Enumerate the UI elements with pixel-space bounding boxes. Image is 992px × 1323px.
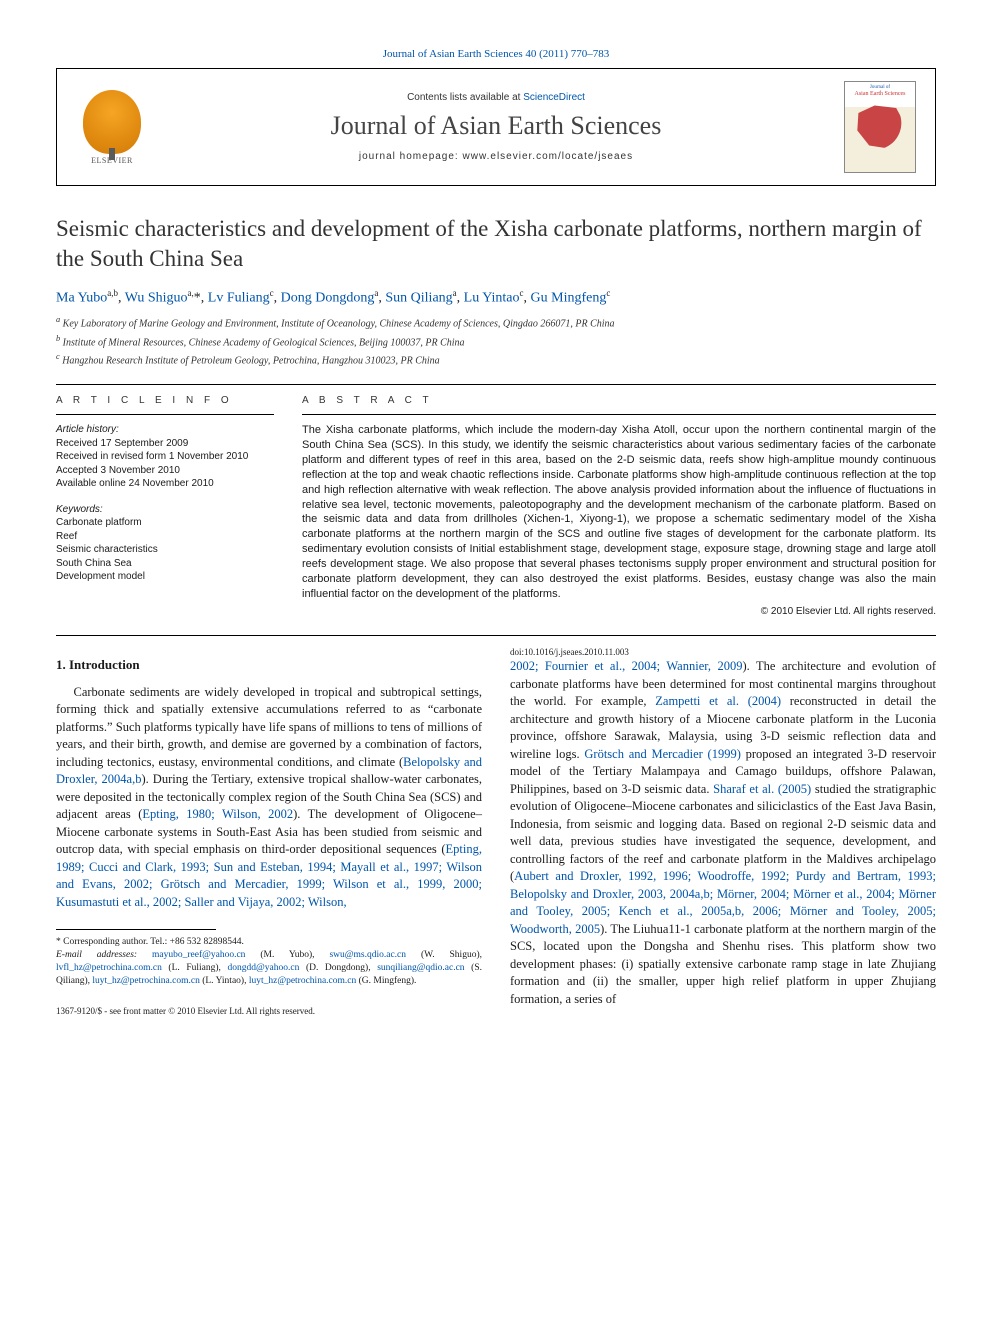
journal-cover-thumbnail: Journal of Asian Earth Sciences: [844, 81, 916, 173]
doi-line: doi:10.1016/j.jseaes.2010.11.003: [510, 646, 936, 659]
journal-title: Journal of Asian Earth Sciences: [331, 111, 662, 141]
section-1-heading: 1. Introduction: [56, 656, 482, 674]
journal-cover-cell: Journal of Asian Earth Sciences: [825, 69, 935, 185]
citation-link[interactable]: Grötsch and Mercadier (1999): [584, 747, 741, 761]
intro-paragraph-cont: 2002; Fournier et al., 2004; Wannier, 20…: [510, 658, 936, 1008]
history-label: Article history:: [56, 423, 274, 437]
cover-line1: Journal of: [870, 85, 890, 90]
author-link[interactable]: Gu Mingfeng: [531, 290, 607, 305]
intro-paragraph: Carbonate sediments are widely developed…: [56, 684, 482, 912]
history-line: Available online 24 November 2010: [56, 477, 274, 491]
email-addresses-block: E-mail addresses: mayubo_reef@yahoo.cn (…: [56, 949, 482, 987]
authors-line: Ma Yuboa,b, Wu Shiguoa,*, Lv Fuliangc, D…: [56, 288, 936, 307]
article-title: Seismic characteristics and development …: [56, 214, 936, 274]
author-link[interactable]: Wu Shiguo: [125, 290, 188, 305]
sciencedirect-link[interactable]: ScienceDirect: [523, 92, 585, 103]
article-info-heading: a r t i c l e i n f o: [56, 395, 274, 406]
author-link[interactable]: Lv Fuliang: [208, 290, 270, 305]
keywords-label: Keywords:: [56, 503, 274, 517]
email-link[interactable]: dongdd@yahoo.cn: [228, 963, 300, 973]
abstract-text: The Xisha carbonate platforms, which inc…: [302, 423, 936, 601]
affiliation-line: b Institute of Mineral Resources, Chines…: [56, 333, 936, 350]
abstract-heading: a b s t r a c t: [302, 395, 936, 406]
citation-link[interactable]: Epting, 1980; Wilson, 2002: [142, 807, 293, 821]
contents-available-line: Contents lists available at ScienceDirec…: [407, 92, 585, 103]
keywords-block: Keywords: Carbonate platformReefSeismic …: [56, 503, 274, 584]
article-info-column: a r t i c l e i n f o Article history: R…: [56, 395, 274, 616]
abstract-column: a b s t r a c t The Xisha carbonate plat…: [302, 395, 936, 616]
author-link[interactable]: Sun Qiliang: [385, 290, 452, 305]
author-link[interactable]: Ma Yubo: [56, 290, 107, 305]
homepage-url: www.elsevier.com/locate/jseaes: [463, 151, 634, 162]
body-two-columns: 1. Introduction Carbonate sediments are …: [56, 646, 936, 1019]
homepage-prefix: journal homepage:: [359, 151, 463, 162]
email-link[interactable]: swu@ms.qdio.ac.cn: [329, 950, 406, 960]
journal-reference: Journal of Asian Earth Sciences 40 (2011…: [56, 48, 936, 60]
info-divider: [56, 414, 274, 415]
keyword-line: South China Sea: [56, 557, 274, 571]
email-link[interactable]: luyt_hz@petrochina.com.cn: [92, 976, 199, 986]
email-link[interactable]: lvfl_hz@petrochina.com.cn: [56, 963, 162, 973]
abstract-copyright: © 2010 Elsevier Ltd. All rights reserved…: [302, 606, 936, 617]
history-line: Received 17 September 2009: [56, 437, 274, 451]
author-link[interactable]: Lu Yintao: [464, 290, 520, 305]
publisher-logo-cell: ELSEVIER: [57, 69, 167, 185]
journal-header-center: Contents lists available at ScienceDirec…: [167, 69, 825, 185]
intro-text-g: studied the stratigraphic evolution of O…: [510, 782, 936, 884]
emails-label: E-mail addresses:: [56, 950, 152, 960]
contents-prefix: Contents lists available at: [407, 92, 523, 103]
history-line: Received in revised form 1 November 2010: [56, 450, 274, 464]
author-link[interactable]: Dong Dongdong: [281, 290, 375, 305]
abstract-divider: [302, 414, 936, 415]
citation-link[interactable]: Sharaf et al. (2005): [713, 782, 811, 796]
citation-link[interactable]: Zampetti et al. (2004): [655, 694, 781, 708]
issn-line: 1367-9120/$ - see front matter © 2010 El…: [56, 1005, 482, 1018]
footnote-divider: [56, 929, 216, 930]
history-line: Accepted 3 November 2010: [56, 464, 274, 478]
keyword-line: Carbonate platform: [56, 516, 274, 530]
journal-homepage-line: journal homepage: www.elsevier.com/locat…: [359, 151, 633, 162]
affiliations: a Key Laboratory of Marine Geology and E…: [56, 314, 936, 368]
corresponding-author-footnote: * Corresponding author. Tel.: +86 532 82…: [56, 936, 482, 987]
keyword-line: Seismic characteristics: [56, 543, 274, 557]
elsevier-tree-icon: [83, 90, 141, 154]
journal-header-box: ELSEVIER Contents lists available at Sci…: [56, 68, 936, 186]
article-history-block: Article history: Received 17 September 2…: [56, 423, 274, 491]
citation-link[interactable]: 2002; Fournier et al., 2004; Wannier, 20…: [510, 659, 743, 673]
section-divider: [56, 635, 936, 636]
keyword-line: Reef: [56, 530, 274, 544]
email-link[interactable]: luyt_hz@petrochina.com.cn: [249, 976, 356, 986]
email-link[interactable]: mayubo_reef@yahoo.cn: [152, 950, 245, 960]
affiliation-line: a Key Laboratory of Marine Geology and E…: [56, 314, 936, 331]
journal-reference-link[interactable]: Journal of Asian Earth Sciences 40 (2011…: [383, 48, 610, 60]
cover-map-icon: [853, 103, 907, 153]
affiliation-line: c Hangzhou Research Institute of Petrole…: [56, 351, 936, 368]
keyword-line: Development model: [56, 570, 274, 584]
cover-line2: Asian Earth Sciences: [855, 91, 906, 97]
section-divider: [56, 384, 936, 385]
email-link[interactable]: sunqiliang@qdio.ac.cn: [377, 963, 464, 973]
corr-author-line: * Corresponding author. Tel.: +86 532 82…: [56, 936, 482, 949]
elsevier-logo: ELSEVIER: [83, 90, 141, 165]
